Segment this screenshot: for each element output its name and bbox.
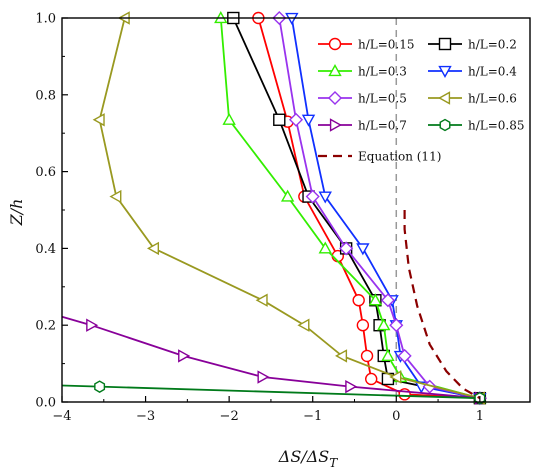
- legend-swatch-marker: [438, 37, 452, 51]
- legend-label: h/L=0.15: [358, 38, 415, 52]
- data-point: [335, 349, 348, 363]
- data-point: [356, 243, 370, 256]
- plot-frame: [61, 17, 531, 403]
- data-point: [318, 191, 332, 204]
- data-point: [146, 241, 160, 256]
- y-axis-label: Z/h: [7, 199, 26, 227]
- data-point: [297, 318, 310, 332]
- data-point: [339, 241, 354, 256]
- legend-item-6: h/L=0.7: [318, 118, 407, 133]
- data-point: [305, 189, 320, 204]
- data-point: [360, 349, 374, 363]
- data-point: [380, 293, 395, 308]
- data-point: [280, 189, 295, 202]
- legend-label: h/L=0.4: [468, 65, 517, 79]
- legend-item-7: h/L=0.85: [428, 119, 525, 133]
- y-tick-label: 0.4: [35, 242, 56, 257]
- x-tick-label: −1: [303, 409, 322, 424]
- data-point: [109, 189, 122, 204]
- legend-item-8: Equation (11): [318, 150, 441, 164]
- x-tick-label: −4: [52, 409, 71, 424]
- x-tick-label: 1: [476, 409, 484, 424]
- legend-swatch-marker: [439, 118, 451, 132]
- legend-label: h/L=0.3: [358, 65, 407, 79]
- x-tick-label: −2: [220, 409, 239, 424]
- legend-swatch-marker: [328, 64, 342, 77]
- legend-label: h/L=0.7: [358, 119, 407, 133]
- data-point: [389, 318, 404, 333]
- data-point: [345, 379, 358, 394]
- x-axis-label: ΔS/ΔST: [278, 447, 338, 470]
- legend-label: h/L=0.2: [468, 38, 517, 52]
- data-point: [397, 348, 412, 363]
- legend-label: h/L=0.6: [468, 92, 517, 106]
- legend-swatch-marker: [438, 65, 452, 78]
- legend-item-5: h/L=0.6: [428, 91, 517, 106]
- y-tick-label: 1.0: [35, 12, 56, 27]
- legend-swatch-marker: [329, 118, 342, 132]
- x-tick-label: −3: [136, 409, 155, 424]
- data-point: [352, 294, 365, 307]
- data-point: [356, 319, 370, 332]
- series-line-1: [232, 17, 481, 400]
- data-point: [318, 241, 332, 254]
- x-axis-label-main: ΔS/ΔS: [278, 447, 329, 466]
- data-point: [389, 370, 402, 384]
- data-point: [368, 293, 383, 306]
- data-point: [178, 349, 191, 363]
- x-tick-label: 0: [392, 409, 400, 424]
- legend-item-3: h/L=0.4: [428, 65, 517, 79]
- legend-swatch-marker: [327, 90, 343, 106]
- data-point: [381, 348, 395, 362]
- data-point: [377, 318, 391, 331]
- legend-label: Equation (11): [358, 150, 441, 164]
- data-point: [301, 114, 316, 127]
- data-point: [288, 112, 304, 127]
- data-point: [222, 112, 236, 125]
- y-tick-label: 0.0: [35, 396, 56, 411]
- data-point: [94, 380, 106, 393]
- data-point: [273, 113, 286, 126]
- series-line-0: [257, 17, 480, 400]
- series-7: [61, 380, 486, 405]
- legend-item-1: h/L=0.2: [428, 38, 517, 52]
- legend-label: h/L=0.5: [358, 92, 407, 106]
- legend-label: h/L=0.85: [468, 119, 525, 133]
- series-line-5: [98, 17, 481, 400]
- legend-item-0: h/L=0.15: [318, 38, 415, 52]
- y-axis-label-main: Z/h: [7, 199, 26, 227]
- legend-item-4: h/L=0.5: [318, 90, 407, 106]
- x-axis-label-sub: T: [329, 456, 338, 470]
- y-tick-label: 0.8: [35, 88, 56, 103]
- data-point: [92, 113, 105, 127]
- legend-swatch-marker: [438, 91, 451, 105]
- data-layer: [61, 10, 487, 406]
- legend-item-2: h/L=0.3: [318, 64, 407, 79]
- data-point: [257, 370, 270, 384]
- y-axis: 0.0 0.2 0.4 0.6 0.8 1.0: [35, 12, 68, 411]
- y-tick-label: 0.6: [35, 165, 56, 180]
- legend-swatch-marker: [328, 37, 342, 51]
- data-point: [255, 293, 268, 307]
- data-point: [365, 372, 378, 386]
- legend: h/L=0.15 h/L=0.2 h/L=0.3 h/L=0.4 h/L=0.5 h/L=…: [318, 38, 525, 164]
- x-axis: −4 −3 −2 −1 0 1: [52, 396, 484, 424]
- data-point: [86, 318, 99, 332]
- y-tick-label: 0.2: [35, 319, 56, 334]
